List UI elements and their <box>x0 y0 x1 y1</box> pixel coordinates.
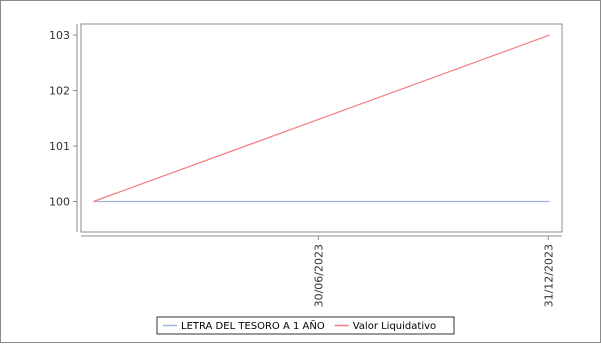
x-tick-label-0: 30/06/2023 <box>312 244 325 307</box>
y-tick-label-1: 101 <box>49 140 70 153</box>
legend-box <box>156 316 455 335</box>
y-tick-label-2: 102 <box>49 85 70 98</box>
legend-label-1: Valor Liquidativo <box>353 321 436 332</box>
x-tick-label-1: 31/12/2023 <box>542 244 555 307</box>
legend-label-0: LETRA DEL TESORO A 1 AÑO <box>181 319 325 332</box>
plot-area <box>80 23 563 233</box>
y-tick-label-0: 100 <box>49 195 70 208</box>
y-tick-label-3: 103 <box>49 29 70 42</box>
series-line-1 <box>93 34 550 203</box>
